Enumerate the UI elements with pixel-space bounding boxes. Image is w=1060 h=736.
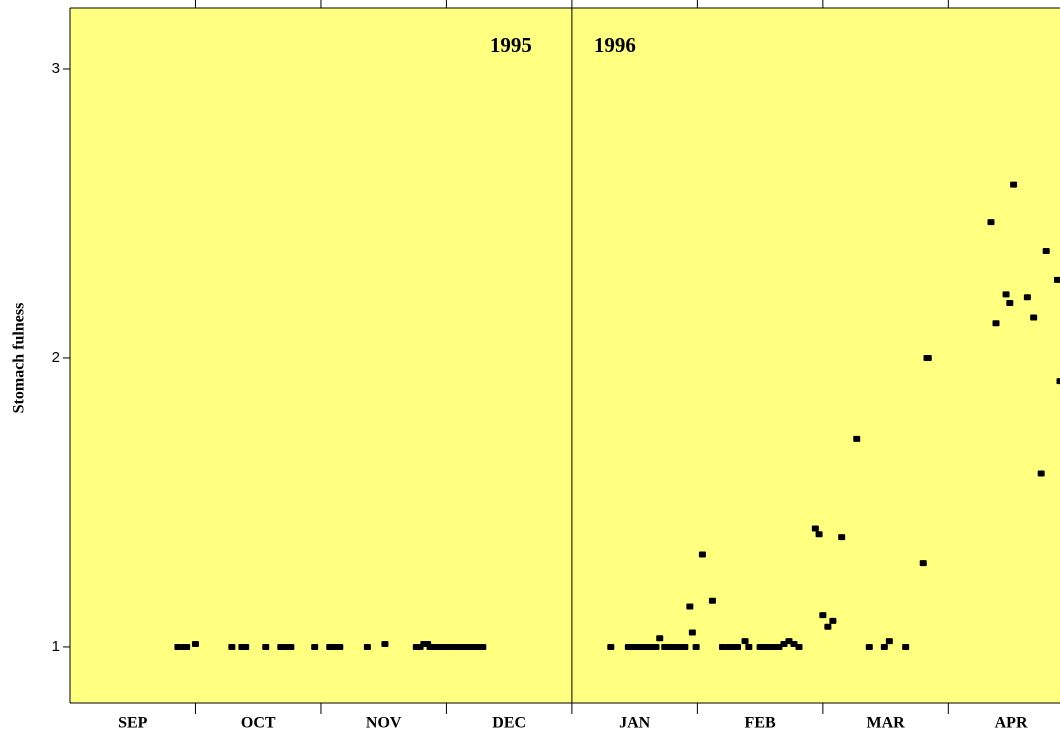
data-point	[829, 617, 837, 624]
y-tick-label: 1	[52, 638, 60, 655]
data-point	[656, 635, 664, 642]
data-point	[1056, 378, 1060, 385]
data-point	[281, 643, 289, 650]
x-category-label: FEB	[745, 715, 776, 732]
data-point	[191, 641, 199, 648]
plot-area	[70, 8, 1060, 703]
year-label: 1996	[594, 33, 636, 57]
data-point	[381, 641, 389, 648]
data-point	[262, 643, 270, 650]
marks	[174, 181, 1060, 650]
data-point	[745, 643, 753, 650]
data-point	[815, 531, 823, 538]
data-point	[718, 643, 726, 650]
data-point	[865, 643, 873, 650]
data-point	[741, 638, 749, 645]
year-label: 1995	[490, 33, 532, 57]
data-point	[795, 643, 803, 650]
data-point	[1042, 248, 1050, 255]
data-point	[1002, 291, 1010, 298]
data-point	[811, 525, 819, 532]
data-point	[692, 643, 700, 650]
y-tick-label: 3	[52, 60, 60, 77]
data-point	[734, 643, 742, 650]
x-category-label: JAN	[619, 715, 651, 732]
data-point	[446, 643, 454, 650]
data-point	[819, 612, 827, 619]
data-point	[992, 320, 1000, 327]
data-point	[880, 643, 888, 650]
data-point	[311, 643, 319, 650]
data-point	[652, 643, 660, 650]
data-point	[885, 638, 893, 645]
data-point	[287, 643, 295, 650]
x-category-label: DEC	[492, 715, 526, 732]
data-point	[919, 560, 927, 567]
data-point	[686, 603, 694, 610]
data-point	[242, 643, 250, 650]
data-point	[479, 643, 487, 650]
data-point	[1023, 294, 1031, 301]
data-point	[183, 643, 191, 650]
x-category-label: MAR	[866, 715, 905, 732]
x-category-label: APR	[995, 715, 1028, 732]
x-category-label: NOV	[366, 715, 402, 732]
data-point	[1030, 314, 1038, 321]
y-tick-label: 2	[52, 349, 60, 366]
data-point	[681, 643, 689, 650]
data-point	[1053, 276, 1060, 283]
data-point	[698, 551, 706, 558]
data-point	[688, 629, 696, 636]
data-point	[228, 643, 236, 650]
data-point	[987, 219, 995, 226]
data-point	[853, 435, 861, 442]
data-point	[824, 623, 832, 630]
data-point	[174, 643, 182, 650]
data-point	[1006, 300, 1014, 307]
x-category-label: OCT	[241, 715, 276, 732]
data-point	[1010, 181, 1018, 188]
data-point	[607, 643, 615, 650]
data-point	[708, 597, 716, 604]
data-point	[924, 354, 932, 361]
data-point	[838, 534, 846, 541]
y-axis-label: Stomach fulness	[11, 303, 28, 414]
data-point	[902, 643, 910, 650]
data-point	[1037, 470, 1045, 477]
data-point	[363, 643, 371, 650]
data-point	[336, 643, 344, 650]
x-category-label: SEP	[118, 715, 148, 732]
